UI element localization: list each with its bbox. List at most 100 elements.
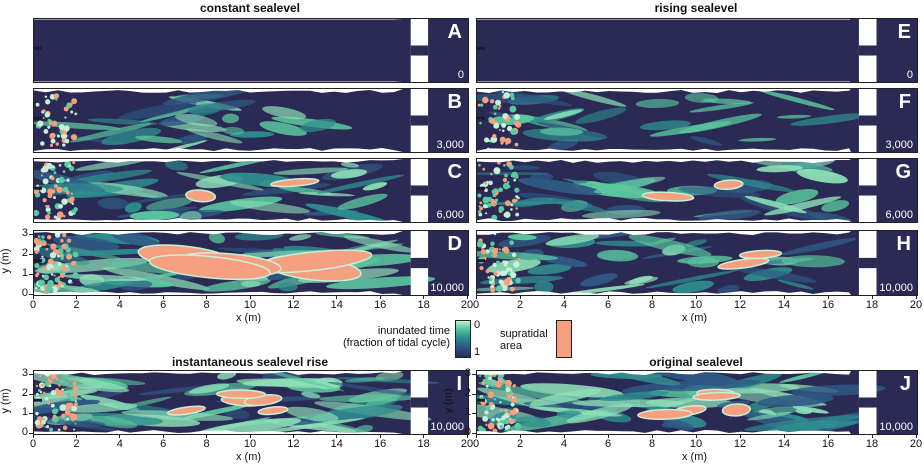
y-tick-mark [472, 413, 476, 415]
inlet-speckle [493, 203, 497, 206]
y-tick-label: 2 [21, 247, 28, 259]
inundation-streak [188, 383, 230, 394]
x-tick-mark [651, 295, 653, 299]
panel-d: D 10,000 [33, 230, 469, 296]
inlet-speckle [491, 198, 495, 203]
inundation-streak [199, 159, 272, 174]
inundation-streak [690, 136, 723, 146]
inlet-speckle [70, 192, 73, 195]
panel-time-label: 3,000 [436, 139, 464, 151]
inlet-speckle [34, 249, 39, 254]
inundation-streak [165, 160, 188, 171]
inlet-speckle [503, 163, 506, 167]
inundation-streak [686, 256, 719, 268]
inlet-speckle [477, 103, 481, 107]
basin-background [477, 19, 917, 82]
supratidal-patch [167, 405, 206, 416]
inundation-streak [543, 109, 583, 120]
inlet-speckle [498, 248, 501, 251]
x-tick-mark [475, 434, 477, 438]
x-tick-label: 20 [909, 299, 923, 311]
inlet-speckle [56, 211, 64, 219]
inlet-speckle [503, 212, 508, 217]
x-axis-title: x (m) [682, 451, 708, 463]
inlet-speckle [503, 418, 510, 425]
inlet-speckle [504, 247, 509, 252]
inlet-speckle [46, 162, 53, 170]
panel-map [477, 89, 917, 152]
inlet-speckle [480, 249, 487, 255]
x-tick-label: 16 [374, 299, 387, 311]
river-inlet [34, 398, 42, 402]
river-inlet [34, 186, 42, 190]
inlet-speckle [480, 103, 484, 107]
inundation-streak [259, 121, 307, 136]
domain-edge-bottom [34, 218, 403, 222]
panel-time-label: 0 [457, 69, 464, 81]
inlet-speckle [40, 141, 45, 146]
inundation-streak [790, 113, 870, 126]
x-tick-label: 16 [821, 438, 835, 450]
inlet-speckle [45, 247, 49, 251]
x-tick-label: 10 [243, 438, 257, 450]
inundation-streak [87, 118, 158, 126]
inlet-speckle [60, 256, 64, 260]
inundation-streak [781, 237, 857, 256]
river-inlet [34, 46, 42, 50]
inundation-streak [124, 202, 142, 213]
inlet-speckle [57, 262, 62, 266]
inlet-speckle [512, 384, 517, 388]
inlet-speckle [37, 120, 44, 127]
supratidal-patch [185, 189, 217, 203]
inundation-streak [186, 128, 243, 144]
inlet-speckle [504, 173, 508, 178]
inundation-streak [298, 192, 355, 197]
inlet-speckle [492, 104, 498, 110]
inlet-speckle [50, 268, 54, 271]
x-tick-label: 12 [287, 299, 300, 311]
inlet-speckle [51, 165, 55, 169]
y-tick-label: 0 [21, 426, 28, 438]
inlet-speckle [62, 170, 66, 174]
inundation-streak [534, 280, 554, 294]
inlet-speckle [39, 375, 42, 378]
inundation-streak [663, 379, 761, 392]
inlet-speckle [515, 408, 519, 412]
inlet-speckle [490, 136, 498, 143]
domain-edge-bottom [477, 430, 851, 434]
inlet-speckle [510, 203, 514, 207]
inundation-streak [672, 280, 714, 294]
x-tick-label: 12 [287, 438, 300, 450]
inlet-speckle [491, 418, 495, 422]
panel-i: I 10,000 [33, 370, 469, 435]
inlet-speckle [66, 178, 70, 182]
inundation-streak [248, 418, 365, 434]
x-tick-label: 18 [417, 299, 430, 311]
inlet-speckle [58, 280, 63, 286]
colorbar-label: inundated time (fraction of tidal cycle) [330, 325, 450, 349]
panel-letter: A [447, 21, 462, 43]
inlet-speckle [501, 129, 505, 132]
inundation-streak [89, 415, 138, 429]
panel-map [34, 89, 468, 152]
x-tick-mark [466, 295, 468, 299]
inlet-speckle [58, 163, 62, 167]
x-tick-label: 12 [733, 438, 747, 450]
inlet-speckle [70, 395, 76, 402]
inlet-speckle [477, 193, 482, 198]
inlet-speckle [70, 134, 78, 141]
inundation-streak [635, 98, 680, 108]
inundation-streak [97, 197, 129, 210]
inundation-streak [678, 186, 761, 198]
panel-map [34, 19, 468, 82]
x-tick-label: 6 [604, 438, 612, 450]
inlet-speckle [479, 121, 482, 125]
x-tick-mark [607, 434, 609, 438]
inundation-streak [61, 274, 147, 282]
inlet-speckle [485, 212, 488, 215]
panel-letter: E [897, 21, 911, 43]
inundation-streak [289, 234, 312, 241]
domain-edge-top [477, 19, 851, 20]
inlet-speckle [493, 271, 498, 276]
inlet-speckle [498, 187, 504, 193]
